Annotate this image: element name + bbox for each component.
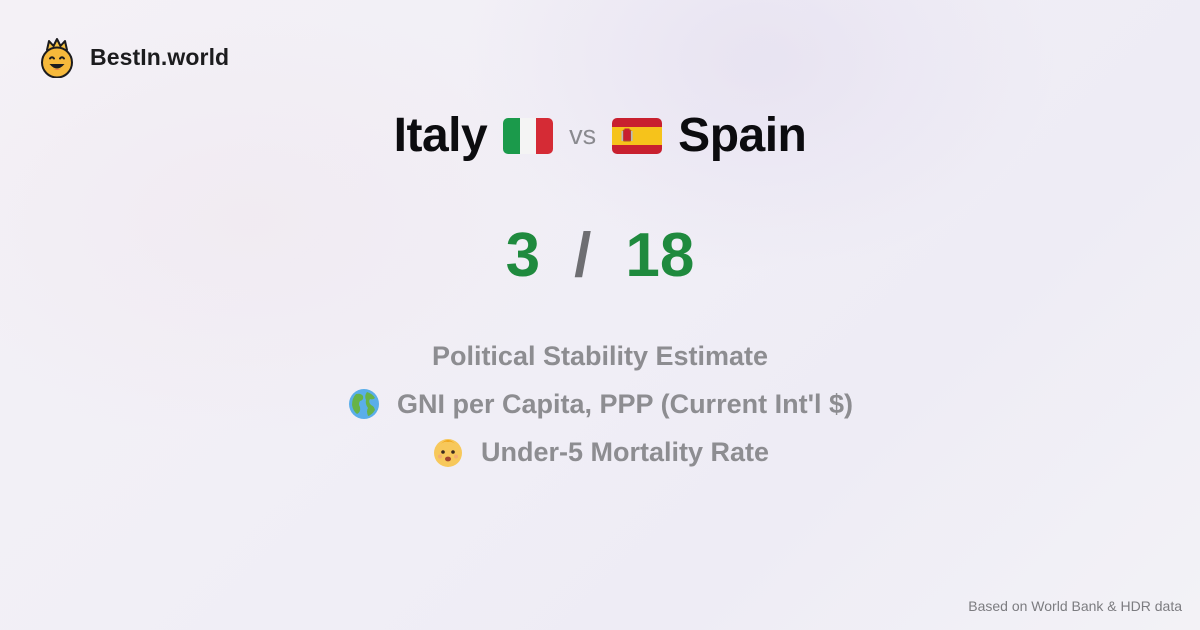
left-country-name: Italy bbox=[393, 109, 488, 162]
comparison-headline: Italy vs Spain bbox=[0, 108, 1200, 163]
right-country-name: Spain bbox=[678, 109, 807, 162]
crowned-smiley-icon bbox=[41, 38, 73, 78]
metric-list: Political Stability Estimate GNI per Cap… bbox=[0, 338, 1200, 470]
metric-label: GNI per Capita, PPP (Current Int'l $) bbox=[397, 388, 853, 419]
spain-flag-icon bbox=[612, 117, 663, 154]
left-score: 3 bbox=[505, 221, 541, 290]
metric-label: Under-5 Mortality Rate bbox=[480, 436, 770, 467]
data-source-note: Based on World Bank & HDR data bbox=[968, 598, 1182, 614]
brand[interactable]: BestIn.world bbox=[38, 36, 229, 78]
metric-item: Under-5 Mortality Rate bbox=[431, 434, 769, 470]
vs-label: vs bbox=[569, 120, 597, 150]
score: 3 / 18 bbox=[0, 220, 1200, 291]
baby-icon bbox=[433, 439, 462, 467]
brand-name: BestIn.world bbox=[90, 43, 230, 70]
right-score: 18 bbox=[625, 221, 695, 290]
italy-flag-icon bbox=[503, 117, 554, 154]
metric-item: GNI per Capita, PPP (Current Int'l $) bbox=[347, 386, 853, 422]
metric-label: Political Stability Estimate bbox=[431, 340, 769, 371]
metric-item: Political Stability Estimate bbox=[432, 338, 768, 374]
globe-icon bbox=[349, 389, 379, 419]
score-separator: / bbox=[574, 221, 592, 290]
